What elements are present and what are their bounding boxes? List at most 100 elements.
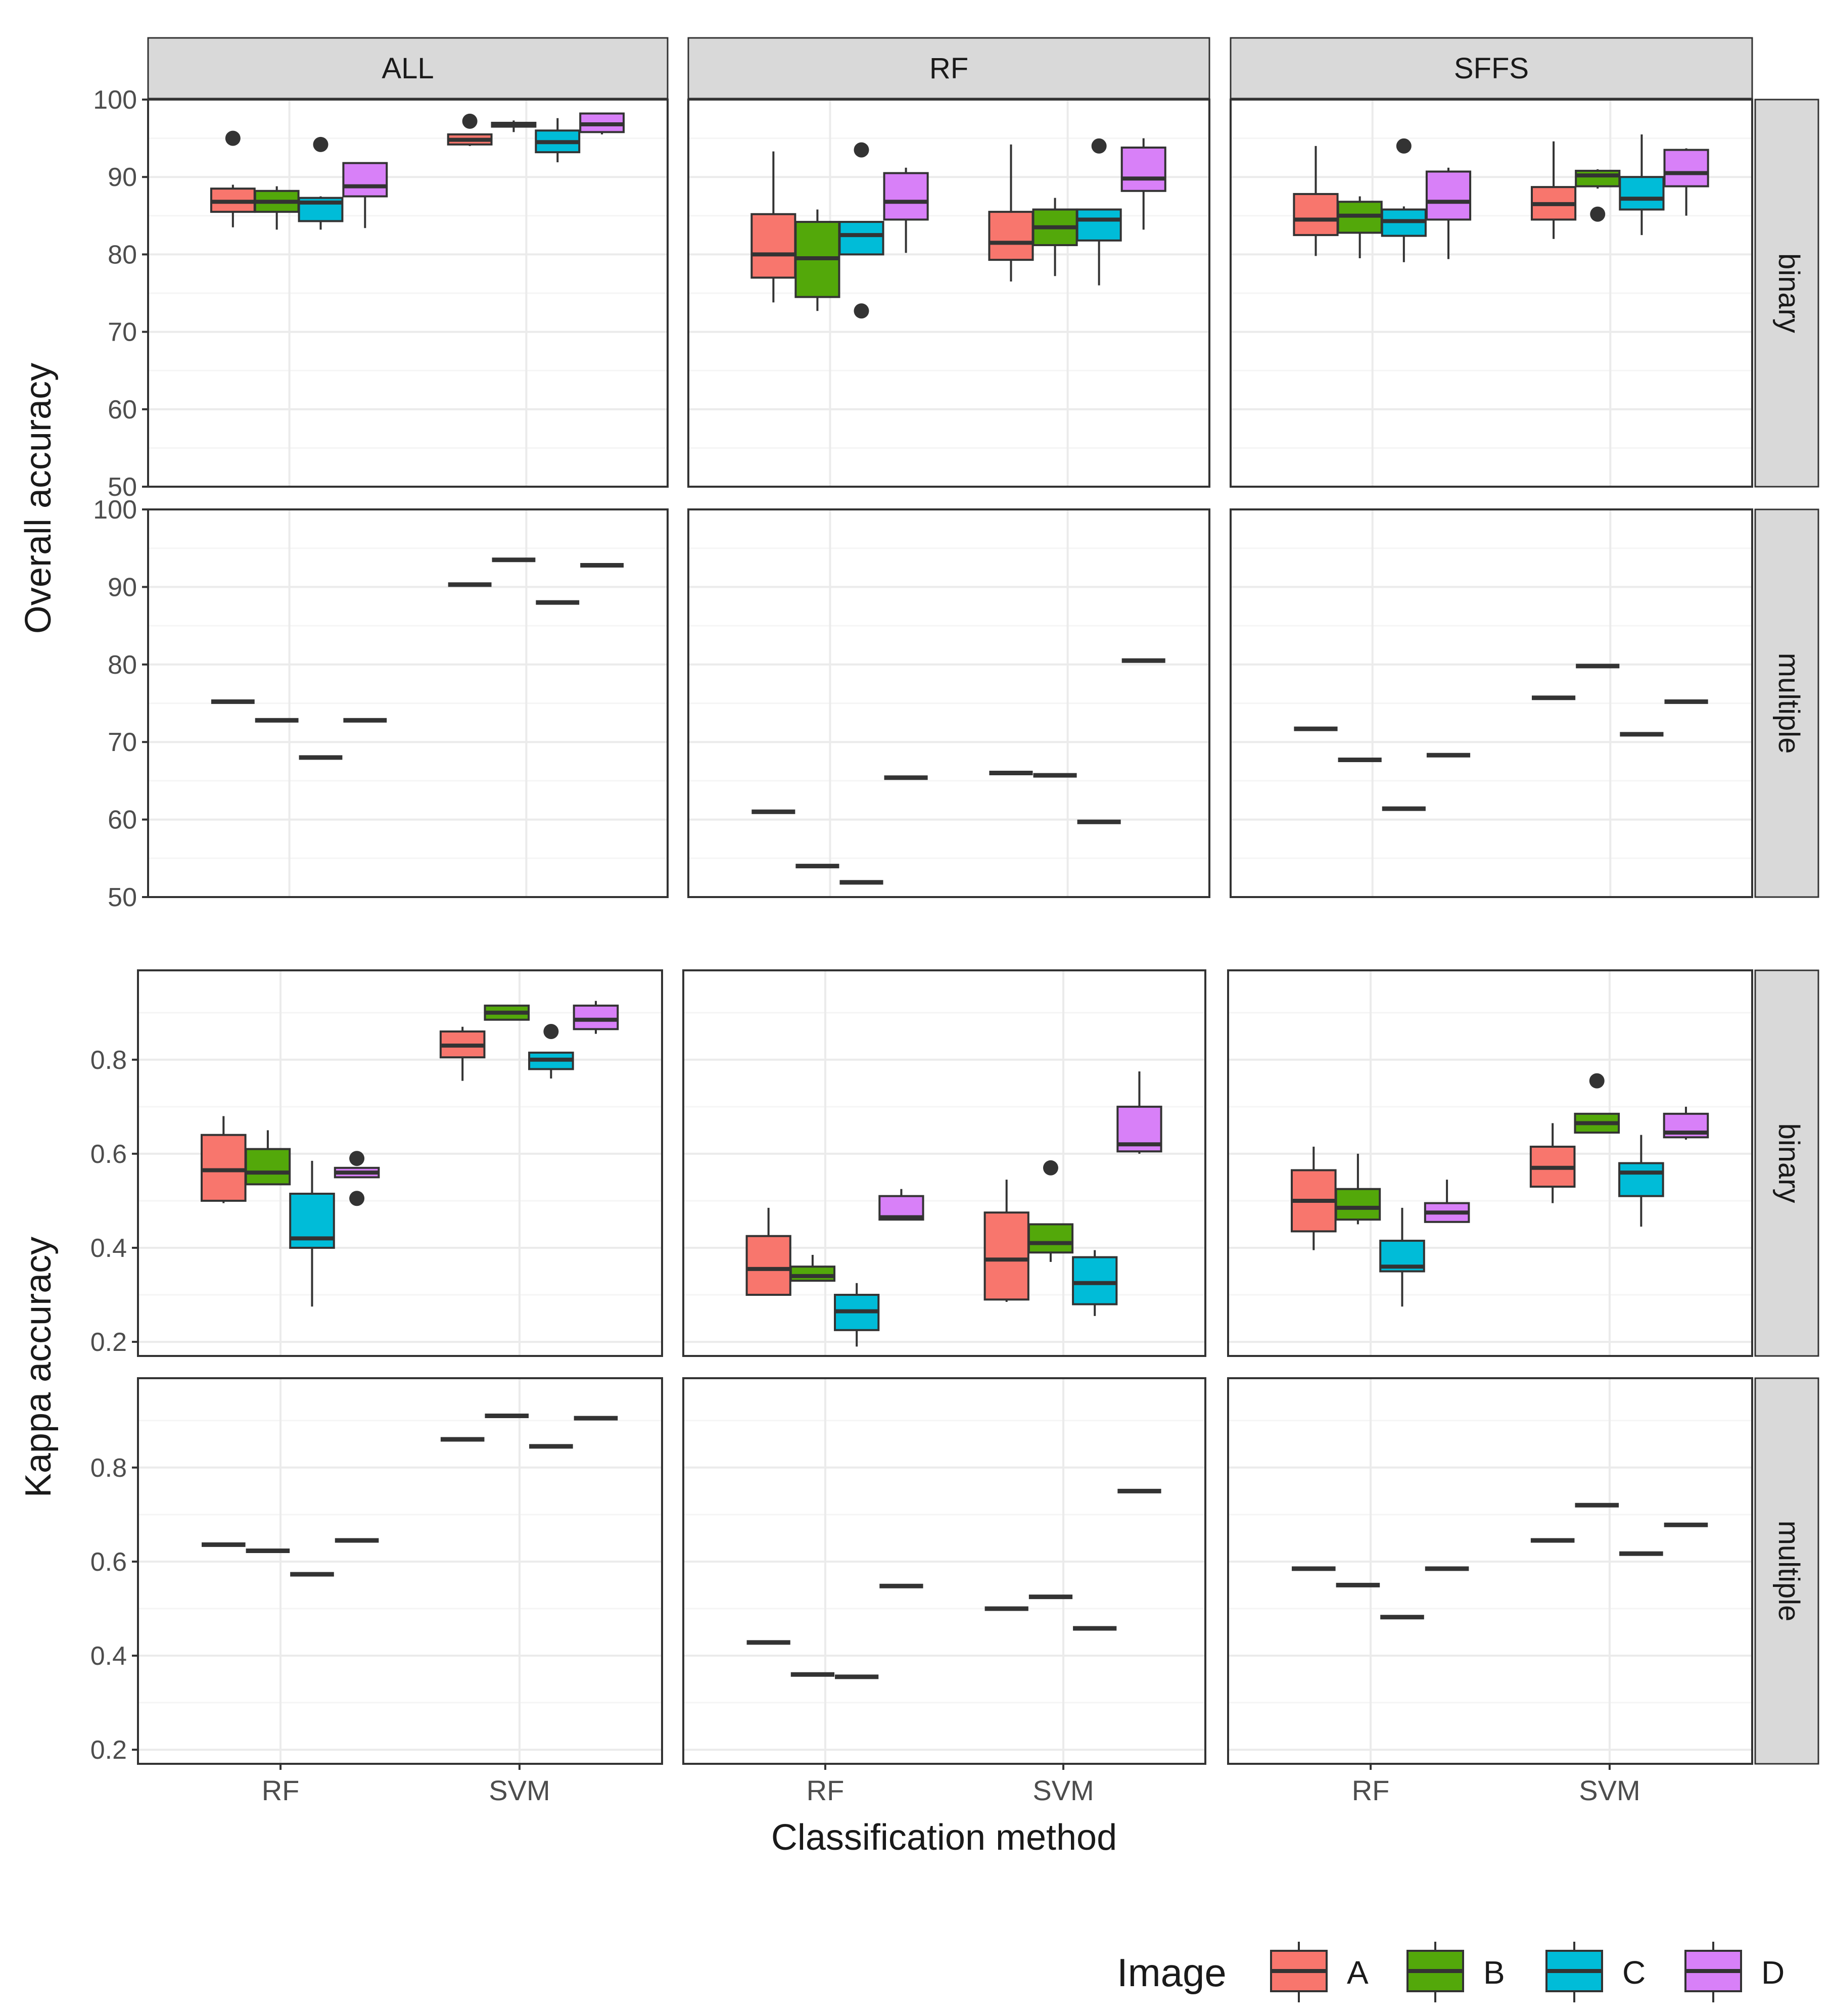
column-strip-label: ALL [382, 52, 434, 85]
box-rf-d [342, 162, 388, 198]
box-rf-a [1293, 193, 1339, 237]
row-strip-label: multiple [1772, 653, 1805, 754]
panel-border [1227, 1377, 1753, 1765]
panel-sffs-multiple [1230, 508, 1753, 898]
y-tick-label: 90 [108, 163, 137, 192]
box-rf-b [1335, 1188, 1381, 1221]
box-rf-b [245, 1148, 291, 1186]
x-tick-label: SVM [1579, 1774, 1640, 1806]
x-tick-label: RF [262, 1774, 300, 1806]
panel-sffs-multiple: RF SVM [1227, 1377, 1753, 1806]
y-tick-label: 70 [108, 318, 137, 347]
panel-all-binary: 0.2 0.4 0.6 0.8 [90, 969, 663, 1357]
chart-root: ALL RF SFFS binary 50 60 70 80 90 100 multiple 50 60… [18, 37, 1819, 1858]
panel-border [147, 508, 669, 898]
panel-all-multiple: 50 60 70 80 90 100 [93, 495, 669, 912]
y-tick-label: 60 [108, 806, 137, 835]
box-rf-d-outlier [349, 1151, 365, 1166]
panel-sffs-binary [1227, 969, 1753, 1357]
x-tick-label: SVM [1033, 1774, 1094, 1806]
x-tick-label: RF [1352, 1774, 1390, 1806]
y-tick-label: 0.4 [90, 1234, 127, 1263]
y-tick-label: 0.4 [90, 1642, 127, 1671]
box-svm-c-outlier [543, 1023, 559, 1039]
y-tick-label: 70 [108, 728, 137, 757]
row-strip-label: binary [1772, 1123, 1805, 1203]
x-axis-title: Classification method [771, 1817, 1117, 1858]
legend-entry-c: C [1545, 1942, 1646, 2002]
box-svm-a [988, 211, 1034, 261]
column-strip-label: RF [929, 52, 968, 85]
panel-background [1228, 970, 1752, 1356]
chart-2: binary 0.2 0.4 0.6 0.8 multiple 0.2 0.4 0.6 0.8 RF… [18, 969, 1819, 1806]
y-tick-label: 0.6 [90, 1548, 127, 1577]
panel-background [138, 1378, 662, 1764]
y-tick-label: 90 [108, 573, 137, 602]
panel-all-multiple: 0.2 0.4 0.6 0.8 RF SVM [90, 1377, 663, 1806]
y-tick-label: 100 [93, 85, 137, 115]
row-strip-label: binary [1772, 253, 1805, 333]
row-strip-binary [1754, 99, 1819, 488]
panel-rf-multiple: RF SVM [682, 1377, 1206, 1806]
box-svm-a [983, 1211, 1029, 1301]
row-strip-label: multiple [1772, 1521, 1805, 1622]
box-svm-c [1618, 1162, 1664, 1197]
y-tick-label: 80 [108, 650, 137, 680]
box-svm-d [1120, 146, 1166, 192]
panel-border [1230, 99, 1753, 488]
y-tick-label: 0.6 [90, 1140, 127, 1169]
panel-border [1227, 969, 1753, 1357]
y-tick-label: 0.2 [90, 1328, 127, 1357]
box-svm-c-outlier [1091, 138, 1107, 154]
y-axis-title: Overall accuracy [18, 363, 59, 634]
box-svm-d [1663, 149, 1709, 187]
y-tick-label: 60 [108, 395, 137, 425]
box-svm-c [1076, 208, 1122, 242]
legend-entry-a: A [1270, 1942, 1369, 2002]
panel-border [682, 969, 1206, 1357]
row-strip-binary [1754, 969, 1819, 1357]
box-rf-c-outlier [854, 303, 869, 319]
legend-label: A [1347, 1954, 1369, 1991]
box-rf-a [201, 1134, 247, 1202]
box-rf-c-outlier [313, 136, 329, 152]
legend-label: C [1622, 1954, 1646, 1991]
box-rf-d-outlier [349, 1191, 365, 1206]
box-svm-d [573, 1004, 619, 1030]
panel-background [683, 970, 1205, 1356]
chart-1: ALL RF SFFS binary 50 60 70 80 90 100 multiple 50 60… [18, 37, 1819, 912]
x-tick-label: RF [807, 1774, 844, 1806]
panel-rf-binary [682, 969, 1206, 1357]
box-rf-d [1425, 170, 1472, 221]
panel-border [147, 99, 669, 488]
box-rf-c [838, 221, 884, 256]
column-strip-label: SFFS [1454, 52, 1529, 85]
panel-rf-binary [687, 99, 1210, 488]
box-svm-a-outlier [462, 113, 478, 129]
box-rf-c-outlier [1396, 138, 1412, 154]
box-svm-b-outlier [1590, 206, 1606, 222]
box-svm-c [1072, 1256, 1118, 1305]
box-rf-a-outlier [225, 130, 241, 146]
x-tick-label: SVM [489, 1774, 550, 1806]
panel-border [682, 1377, 1206, 1765]
box-svm-b [1027, 1223, 1074, 1254]
y-tick-label: 100 [93, 495, 137, 525]
legend-title: Image [1117, 1950, 1227, 1995]
y-tick-label: 0.8 [90, 1454, 127, 1483]
row-strip-multiple [1754, 1377, 1819, 1765]
y-tick-label: 50 [108, 883, 137, 912]
y-tick-label: 0.2 [90, 1736, 127, 1765]
box-svm-b-outlier [1589, 1073, 1605, 1089]
legend-label: D [1761, 1954, 1785, 1991]
panel-rf-multiple [687, 508, 1210, 898]
box-rf-a [745, 1235, 791, 1296]
box-svm-b [1575, 169, 1621, 187]
y-tick-label: 0.8 [90, 1046, 127, 1075]
box-svm-c [1619, 176, 1665, 211]
legend-entry-b: B [1406, 1942, 1505, 2002]
box-rf-b [789, 1265, 836, 1282]
box-rf-d [883, 172, 929, 221]
panel-border [687, 508, 1210, 898]
